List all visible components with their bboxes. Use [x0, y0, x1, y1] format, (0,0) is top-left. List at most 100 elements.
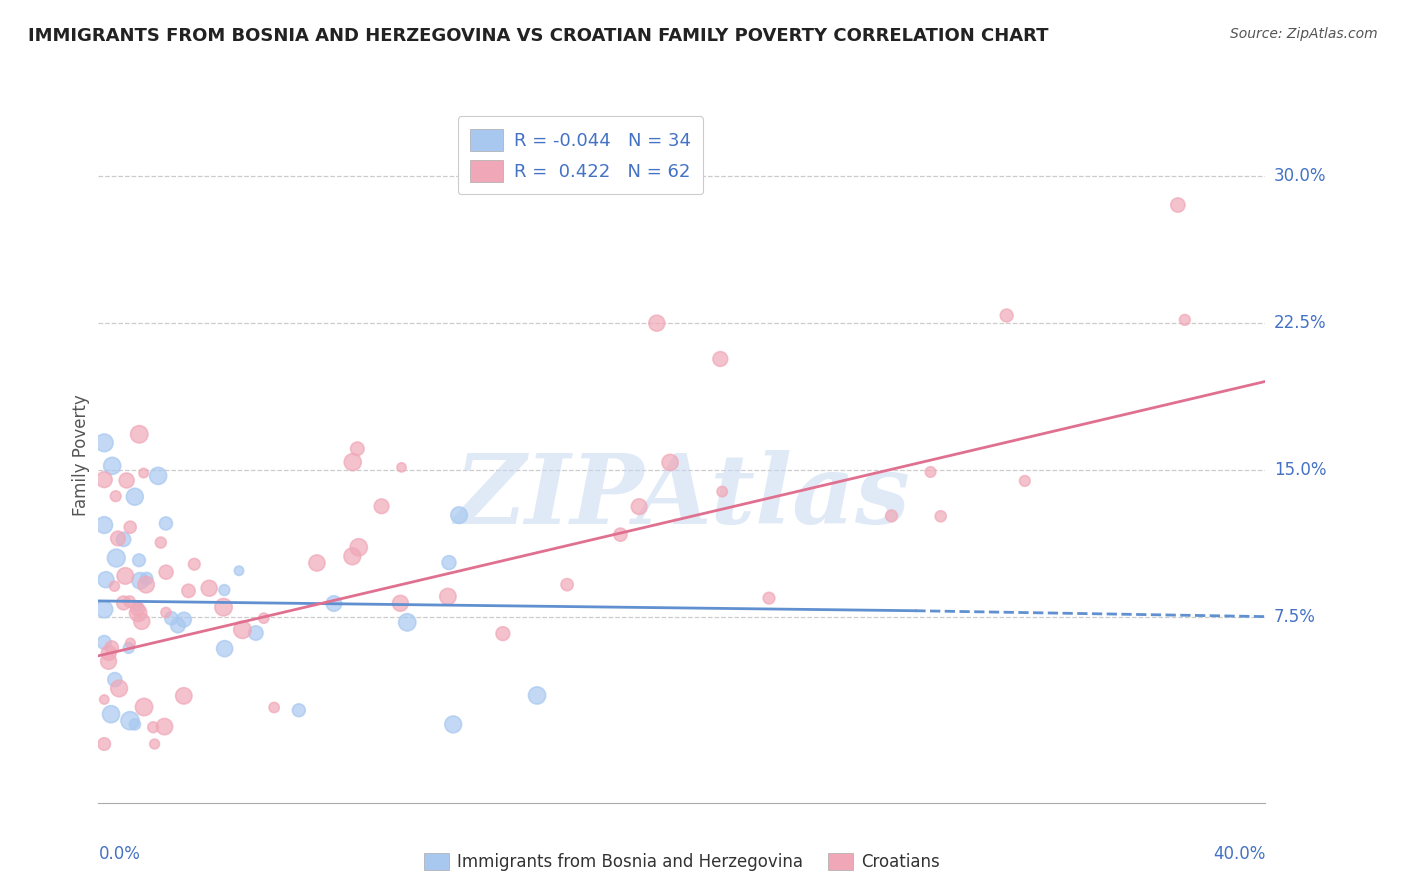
Point — [253, 611, 276, 625]
Point — [149, 535, 172, 549]
Point — [920, 465, 942, 479]
Point — [127, 606, 149, 620]
Point — [128, 553, 150, 567]
Point — [112, 596, 135, 610]
Point — [347, 541, 370, 555]
Point — [127, 599, 149, 613]
Point — [93, 692, 115, 706]
Point — [173, 613, 195, 627]
Point — [1174, 313, 1197, 327]
Point — [342, 455, 364, 469]
Point — [129, 574, 152, 588]
Point — [120, 636, 142, 650]
Text: ZIPAtlas: ZIPAtlas — [454, 450, 910, 543]
Point — [120, 520, 142, 534]
Point — [995, 309, 1018, 323]
Point — [1167, 198, 1189, 212]
Point — [93, 473, 115, 487]
Point — [628, 500, 651, 514]
Point — [97, 654, 120, 668]
Point — [305, 556, 328, 570]
Point — [183, 558, 205, 572]
Legend: Immigrants from Bosnia and Herzegovina, Croatians: Immigrants from Bosnia and Herzegovina, … — [418, 847, 946, 878]
Point — [214, 641, 236, 656]
Text: 7.5%: 7.5% — [1274, 607, 1316, 625]
Point — [104, 489, 127, 503]
Point — [104, 673, 127, 687]
Point — [198, 581, 221, 595]
Point — [370, 500, 392, 514]
Point — [93, 518, 115, 533]
Point — [127, 602, 149, 616]
Point — [112, 533, 135, 547]
Point — [107, 532, 129, 546]
Point — [114, 569, 136, 583]
Point — [288, 703, 311, 717]
Point — [609, 527, 631, 541]
Point — [231, 623, 253, 637]
Point — [177, 583, 200, 598]
Point — [105, 551, 128, 566]
Point — [396, 615, 419, 630]
Point — [758, 591, 780, 606]
Point — [173, 689, 195, 703]
Point — [100, 707, 122, 722]
Text: 40.0%: 40.0% — [1213, 845, 1265, 863]
Point — [160, 611, 183, 625]
Point — [103, 579, 125, 593]
Point — [449, 508, 471, 523]
Point — [124, 717, 146, 731]
Point — [115, 474, 138, 488]
Point — [135, 572, 157, 586]
Point — [118, 714, 141, 728]
Point — [131, 615, 153, 629]
Point — [94, 573, 117, 587]
Point — [526, 689, 548, 703]
Point — [93, 737, 115, 751]
Text: 30.0%: 30.0% — [1274, 167, 1326, 185]
Point — [155, 565, 177, 579]
Point — [135, 577, 157, 591]
Point — [645, 316, 668, 330]
Point — [391, 460, 413, 475]
Point — [880, 508, 903, 523]
Point — [441, 717, 464, 731]
Point — [132, 700, 155, 714]
Point — [346, 442, 368, 456]
Point — [124, 490, 146, 504]
Point — [118, 594, 141, 608]
Point — [101, 458, 124, 473]
Text: 0.0%: 0.0% — [98, 845, 141, 863]
Point — [101, 640, 124, 655]
Point — [143, 737, 166, 751]
Point — [155, 606, 177, 620]
Point — [128, 427, 150, 442]
Y-axis label: Family Poverty: Family Poverty — [72, 394, 90, 516]
Point — [711, 484, 734, 499]
Point — [1014, 474, 1036, 488]
Point — [146, 468, 169, 483]
Point — [263, 700, 285, 714]
Point — [437, 556, 460, 570]
Point — [323, 597, 346, 611]
Point — [228, 564, 250, 578]
Point — [93, 602, 115, 616]
Point — [709, 351, 731, 366]
Point — [389, 596, 412, 610]
Point — [342, 549, 364, 564]
Point — [929, 509, 952, 524]
Text: 22.5%: 22.5% — [1274, 314, 1326, 332]
Point — [555, 577, 578, 591]
Point — [93, 435, 115, 450]
Point — [167, 618, 190, 632]
Point — [155, 516, 177, 531]
Text: IMMIGRANTS FROM BOSNIA AND HERZEGOVINA VS CROATIAN FAMILY POVERTY CORRELATION CH: IMMIGRANTS FROM BOSNIA AND HERZEGOVINA V… — [28, 27, 1049, 45]
Point — [142, 720, 165, 734]
Point — [97, 646, 120, 660]
Point — [153, 720, 176, 734]
Text: 15.0%: 15.0% — [1274, 460, 1326, 479]
Point — [212, 600, 235, 615]
Point — [132, 466, 155, 480]
Point — [93, 635, 115, 649]
Point — [108, 681, 131, 696]
